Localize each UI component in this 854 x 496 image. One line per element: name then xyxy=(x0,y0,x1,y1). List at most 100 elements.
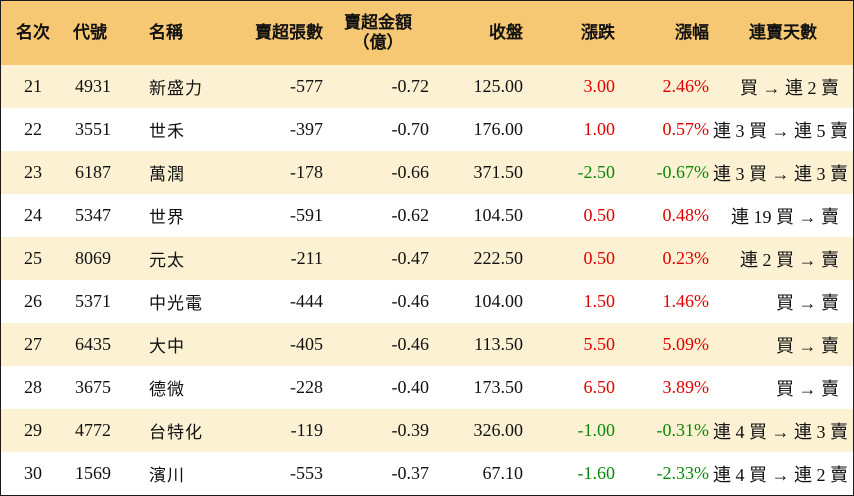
streak-cell: 買 → 連 2 賣 xyxy=(740,77,839,98)
change-pct-cell: 1.46% xyxy=(662,291,710,311)
rank-cell: 22 xyxy=(24,119,42,139)
streak-cell: 買 → 賣 xyxy=(776,292,839,313)
sell-volume-cell: -577 xyxy=(290,76,323,96)
rank-cell: 26 xyxy=(24,291,42,311)
change-cell: 3.00 xyxy=(583,76,616,96)
table-header-row: 名次 代號 名稱 賣超張數 賣超金額 （億） 收盤 漲跌 漲幅 連賣天數 xyxy=(1,1,853,65)
change-cell: 5.50 xyxy=(583,334,616,354)
streak-cell: 買 → 賣 xyxy=(776,378,839,399)
table-row: 24 5347 世界 -591 -0.62 104.50 0.50 0.48% … xyxy=(1,194,853,237)
code-cell: 4772 xyxy=(75,420,111,440)
table-row: 27 6435 大中 -405 -0.46 113.50 5.50 5.09% … xyxy=(1,323,853,366)
streak-cell: 連 2 買 → 賣 xyxy=(740,249,839,270)
table-row: 21 4931 新盛力 -577 -0.72 125.00 3.00 2.46%… xyxy=(1,65,853,108)
code-cell: 3551 xyxy=(75,119,111,139)
close-cell: 67.10 xyxy=(482,463,524,483)
header-change: 漲跌 xyxy=(581,23,615,43)
sell-amount-cell: -0.72 xyxy=(391,76,430,96)
rank-cell: 28 xyxy=(24,377,42,397)
header-sell-amount-line2: （億） xyxy=(352,33,404,53)
change-cell: -2.50 xyxy=(577,162,616,182)
name-cell: 台特化 xyxy=(149,423,203,443)
code-cell: 6187 xyxy=(75,162,111,182)
close-cell: 173.50 xyxy=(473,377,524,397)
streak-cell: 買 → 賣 xyxy=(776,335,839,356)
change-cell: 1.50 xyxy=(583,291,616,311)
name-cell: 濱川 xyxy=(149,466,185,486)
streak-cell: 連 4 買 → 連 3 賣 xyxy=(713,421,848,442)
code-cell: 4931 xyxy=(75,76,111,96)
code-cell: 8069 xyxy=(75,248,111,268)
name-cell: 萬潤 xyxy=(149,165,185,185)
change-pct-cell: 3.89% xyxy=(662,377,710,397)
sell-amount-cell: -0.39 xyxy=(391,420,430,440)
sell-amount-cell: -0.66 xyxy=(391,162,430,182)
sell-volume-cell: -211 xyxy=(290,248,323,268)
change-pct-cell: 0.23% xyxy=(662,248,710,268)
change-pct-cell: 2.46% xyxy=(662,76,710,96)
table-row: 29 4772 台特化 -119 -0.39 326.00 -1.00 -0.3… xyxy=(1,409,853,452)
streak-cell: 連 4 買 → 連 2 賣 xyxy=(713,464,848,485)
header-change-pct: 漲幅 xyxy=(675,23,709,43)
close-cell: 371.50 xyxy=(473,162,524,182)
table-row: 28 3675 德微 -228 -0.40 173.50 6.50 3.89% … xyxy=(1,366,853,409)
sell-volume-cell: -591 xyxy=(290,205,323,225)
close-cell: 222.50 xyxy=(473,248,524,268)
table-row: 22 3551 世禾 -397 -0.70 176.00 1.00 0.57% … xyxy=(1,108,853,151)
table-body: 21 4931 新盛力 -577 -0.72 125.00 3.00 2.46%… xyxy=(1,65,853,495)
header-streak: 連賣天數 xyxy=(749,23,817,43)
change-cell: 1.00 xyxy=(583,119,616,139)
code-cell: 3675 xyxy=(75,377,111,397)
change-pct-cell: 5.09% xyxy=(662,334,710,354)
header-sell-amount-line1: 賣超金額 xyxy=(344,13,412,33)
sell-amount-cell: -0.46 xyxy=(391,291,430,311)
change-pct-cell: 0.48% xyxy=(662,205,710,225)
table-row: 30 1569 濱川 -553 -0.37 67.10 -1.60 -2.33%… xyxy=(1,452,853,495)
change-pct-cell: 0.57% xyxy=(662,119,710,139)
close-cell: 113.50 xyxy=(474,334,523,354)
header-close: 收盤 xyxy=(489,23,523,43)
rank-cell: 25 xyxy=(24,248,42,268)
code-cell: 5371 xyxy=(75,291,111,311)
code-cell: 6435 xyxy=(75,334,111,354)
header-code: 代號 xyxy=(73,23,107,43)
name-cell: 中光電 xyxy=(149,294,203,314)
sell-volume-cell: -228 xyxy=(290,377,323,397)
change-pct-cell: -2.33% xyxy=(656,463,710,483)
name-cell: 元太 xyxy=(149,251,185,271)
sell-volume-cell: -397 xyxy=(290,119,323,139)
close-cell: 326.00 xyxy=(473,420,524,440)
sell-amount-cell: -0.46 xyxy=(391,334,430,354)
sell-amount-cell: -0.37 xyxy=(391,463,430,483)
rank-cell: 21 xyxy=(24,76,42,96)
sell-volume-cell: -119 xyxy=(290,420,323,440)
close-cell: 104.00 xyxy=(473,291,524,311)
name-cell: 德微 xyxy=(149,380,185,400)
table-row: 26 5371 中光電 -444 -0.46 104.00 1.50 1.46%… xyxy=(1,280,853,323)
name-cell: 大中 xyxy=(149,337,185,357)
close-cell: 176.00 xyxy=(473,119,524,139)
sell-volume-cell: -444 xyxy=(290,291,323,311)
sell-amount-cell: -0.62 xyxy=(391,205,430,225)
rank-cell: 24 xyxy=(24,205,42,225)
rank-cell: 27 xyxy=(24,334,42,354)
streak-cell: 連 3 買 → 連 3 賣 xyxy=(713,163,848,184)
name-cell: 世禾 xyxy=(149,122,185,142)
name-cell: 世界 xyxy=(149,208,185,228)
rank-cell: 23 xyxy=(24,162,42,182)
change-pct-cell: -0.31% xyxy=(656,420,710,440)
table-row: 23 6187 萬潤 -178 -0.66 371.50 -2.50 -0.67… xyxy=(1,151,853,194)
name-cell: 新盛力 xyxy=(149,79,203,99)
change-cell: -1.00 xyxy=(577,420,616,440)
change-cell: 0.50 xyxy=(583,248,616,268)
header-sell-amount: 賣超金額 （億） xyxy=(327,1,433,65)
streak-cell: 連 3 買 → 連 5 賣 xyxy=(713,120,848,141)
sell-amount-cell: -0.47 xyxy=(391,248,430,268)
code-cell: 1569 xyxy=(75,463,111,483)
close-cell: 125.00 xyxy=(473,76,524,96)
sell-volume-cell: -178 xyxy=(290,162,323,182)
change-cell: 6.50 xyxy=(583,377,616,397)
table-row: 25 8069 元太 -211 -0.47 222.50 0.50 0.23% … xyxy=(1,237,853,280)
streak-cell: 連 19 買 → 賣 xyxy=(731,206,839,227)
